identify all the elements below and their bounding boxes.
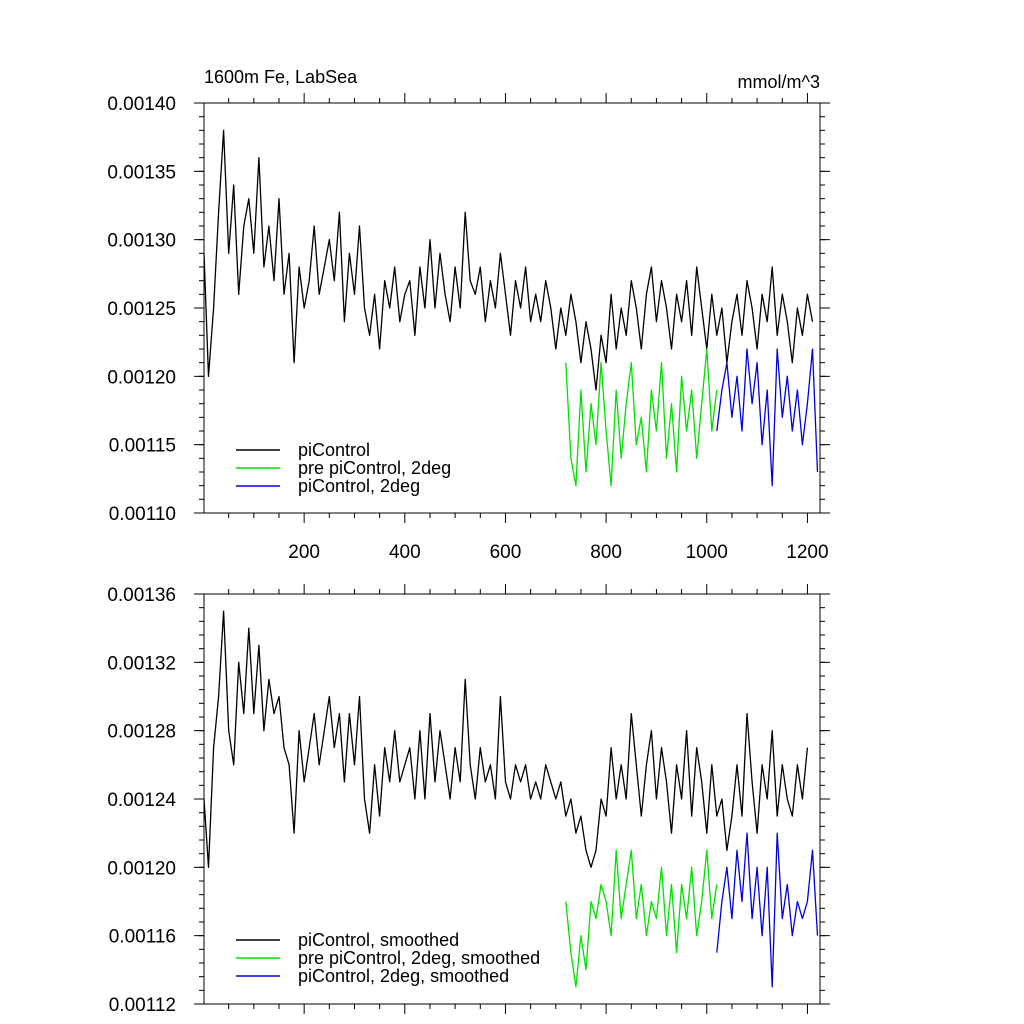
top-x-tick-label: 400 <box>389 542 421 563</box>
top-series-line-0 <box>204 129 814 391</box>
top-y-tick-label: 0.00115 <box>109 436 176 457</box>
top-panel: 1600m Fe, LabSea mmol/m^3 200 400 600 800 10… <box>107 67 830 563</box>
top-legend-label-1: pre piControl, 2deg <box>298 458 451 478</box>
bottom-y-tick-label: 0.00116 <box>109 927 176 948</box>
top-y-tick-label: 0.00120 <box>107 367 176 388</box>
top-title-right: mmol/m^3 <box>738 72 820 92</box>
bottom-y-tick-label: 0.00128 <box>107 722 176 743</box>
top-x-tick-label: 600 <box>490 542 522 563</box>
bottom-series-line-2 <box>716 832 819 988</box>
top-x-tick-label: 200 <box>288 542 320 563</box>
bottom-y-ticks: 0.00112 0.00116 0.00120 0.00124 0.00128 0.001… <box>107 585 830 1016</box>
bottom-legend-label-1: pre piControl, 2deg, smoothed <box>298 948 540 968</box>
bottom-series-line-1 <box>565 849 718 988</box>
bottom-y-tick-label: 0.00112 <box>109 995 176 1016</box>
bottom-y-tick-label: 0.00120 <box>107 858 176 879</box>
top-series-line-1 <box>565 348 718 487</box>
top-x-ticks: 200 400 600 800 1000 1200 <box>228 93 829 563</box>
top-x-tick-label: 800 <box>590 542 622 563</box>
bottom-y-tick-label: 0.00136 <box>107 585 176 606</box>
bottom-legend-label-2: piControl, 2deg, smoothed <box>298 966 509 986</box>
top-series-line-2 <box>716 348 819 487</box>
top-y-tick-label: 0.00110 <box>109 504 176 525</box>
top-y-tick-label: 0.00135 <box>107 162 176 183</box>
top-y-tick-label: 0.00130 <box>107 231 176 252</box>
bottom-series-group <box>204 610 819 988</box>
bottom-panel: 0.00112 0.00116 0.00120 0.00124 0.00128 0.001… <box>107 584 830 1016</box>
top-x-tick-label: 1200 <box>786 542 828 563</box>
top-title-left: 1600m Fe, LabSea <box>204 67 358 87</box>
top-y-tick-label: 0.00125 <box>107 299 176 320</box>
top-legend-label-0: piControl <box>298 440 370 460</box>
top-y-ticks: 0.00110 0.00115 0.00120 0.00125 0.00130 0.001… <box>107 94 830 525</box>
bottom-legend-label-0: piControl, smoothed <box>298 930 459 950</box>
top-x-tick-label: 1000 <box>686 542 728 563</box>
bottom-y-tick-label: 0.00124 <box>107 790 176 811</box>
top-series-group <box>204 129 819 487</box>
bottom-series-line-0 <box>204 610 809 868</box>
top-legend-label-2: piControl, 2deg <box>298 476 420 496</box>
top-y-tick-label: 0.00140 <box>107 94 176 115</box>
bottom-y-tick-label: 0.00132 <box>107 653 176 674</box>
bottom-x-ticks <box>228 584 808 1014</box>
